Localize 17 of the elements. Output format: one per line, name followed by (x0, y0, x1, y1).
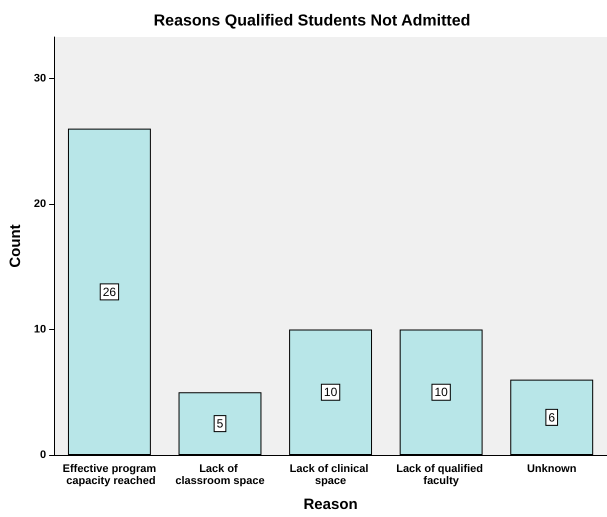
data-label: 10 (324, 385, 338, 400)
data-label: 5 (216, 416, 224, 431)
y-tick-label: 20 (34, 198, 46, 210)
y-tick-label: 30 (34, 72, 46, 84)
x-axis-title: Reason (303, 496, 358, 513)
y-axis-title: Count (7, 224, 24, 268)
x-tick-label: Lack of qualified faculty (396, 463, 486, 487)
data-label: 6 (548, 410, 556, 424)
chart-title: Reasons Qualified Students Not Admitted (154, 12, 470, 30)
y-tick-label: 10 (34, 323, 46, 336)
data-label: 26 (102, 284, 116, 299)
x-tick-label: Effective program capacity reached (62, 463, 156, 487)
x-tick-label: Lack of clinical space (290, 463, 372, 487)
x-tick-label: Lack of classroom space (175, 463, 265, 487)
y-tick-label: 0 (40, 449, 46, 461)
data-label: 10 (434, 385, 448, 400)
x-tick-label: Unknown (526, 463, 577, 475)
